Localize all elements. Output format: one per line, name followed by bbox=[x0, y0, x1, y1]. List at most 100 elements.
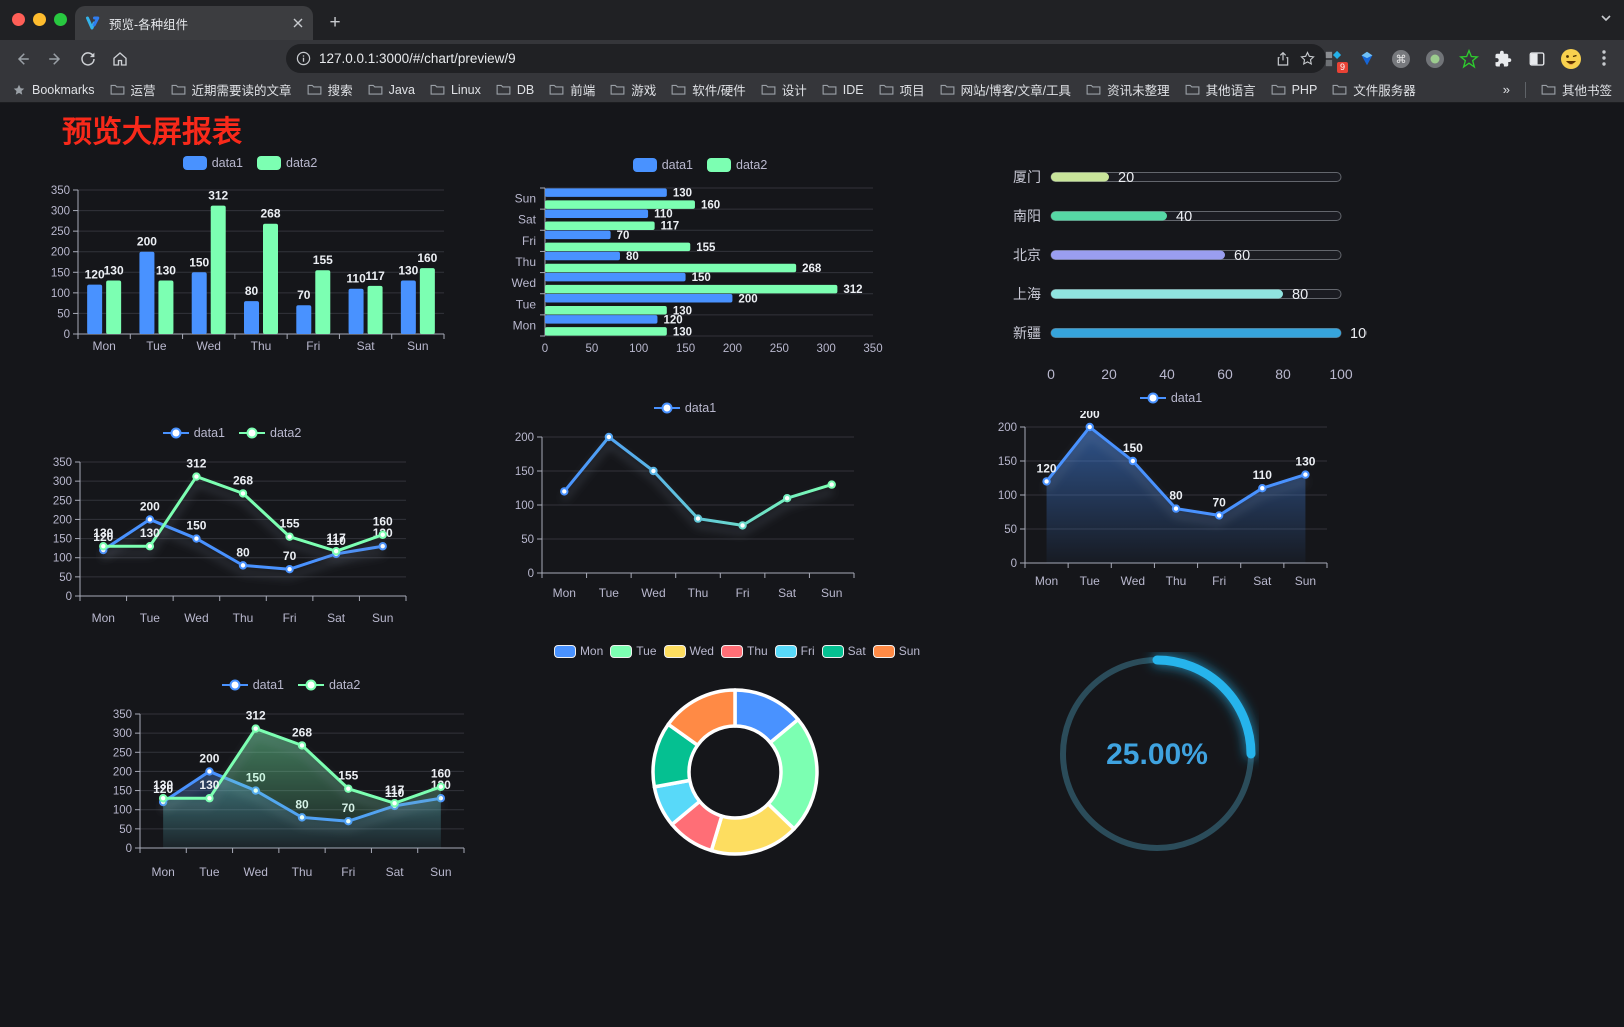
extension-record-icon[interactable] bbox=[1424, 48, 1446, 70]
bookmark-folder-item[interactable]: 网站/博客/文章/工具 bbox=[940, 80, 1071, 99]
svg-text:100: 100 bbox=[51, 288, 70, 300]
other-bookmarks-label: 其他书签 bbox=[1561, 84, 1612, 98]
chart-legend: data1 data2 bbox=[42, 420, 422, 446]
command-circle-icon: ⌘ bbox=[1392, 49, 1410, 68]
svg-text:0: 0 bbox=[66, 591, 72, 603]
bookmark-folder-item[interactable]: Java bbox=[368, 80, 415, 99]
bookmark-folder-item[interactable]: 资讯未整理 bbox=[1086, 80, 1170, 99]
legend-item-Sun[interactable]: Sun bbox=[872, 644, 920, 658]
share-icon[interactable] bbox=[1275, 51, 1291, 67]
close-window-button[interactable] bbox=[12, 13, 25, 26]
new-tab-button[interactable]: + bbox=[329, 12, 341, 33]
back-button[interactable] bbox=[10, 47, 34, 71]
side-panel-button[interactable] bbox=[1526, 48, 1548, 70]
bookmark-folder-item[interactable]: 项目 bbox=[879, 80, 925, 99]
legend-swatch bbox=[257, 156, 281, 170]
bookmark-folder-item[interactable]: 游戏 bbox=[610, 80, 656, 99]
reload-button[interactable] bbox=[76, 47, 100, 71]
svg-text:Tue: Tue bbox=[1080, 574, 1101, 588]
svg-text:100: 100 bbox=[1329, 366, 1353, 382]
bookmark-folder-item[interactable]: 前端 bbox=[549, 80, 595, 99]
legend-item-data1[interactable]: data1 bbox=[1139, 391, 1202, 405]
extensions-puzzle-button[interactable] bbox=[1492, 48, 1514, 70]
legend-item-data2[interactable]: data2 bbox=[239, 426, 301, 440]
bookmark-folder-item[interactable]: 其他语言 bbox=[1185, 80, 1256, 99]
svg-text:200: 200 bbox=[998, 422, 1017, 434]
bookmark-folder-item[interactable]: DB bbox=[496, 80, 534, 99]
legend-item-Tue[interactable]: Tue bbox=[610, 644, 657, 658]
svg-text:Wed: Wed bbox=[641, 586, 665, 600]
profile-avatar[interactable] bbox=[1560, 48, 1582, 70]
svg-text:Sun: Sun bbox=[1295, 574, 1316, 588]
bookmark-folder-item[interactable]: IDE bbox=[822, 80, 864, 99]
svg-text:150: 150 bbox=[676, 343, 695, 355]
bookmark-folder-item[interactable]: 近期需要读的文章 bbox=[171, 80, 292, 99]
svg-text:200: 200 bbox=[723, 343, 742, 355]
extension-command-icon[interactable]: ⌘ bbox=[1390, 48, 1412, 70]
bookmark-folder-item[interactable]: 搜索 bbox=[307, 80, 353, 99]
extension-gem-icon[interactable] bbox=[1356, 48, 1378, 70]
svg-text:312: 312 bbox=[843, 284, 862, 296]
browser-tab[interactable]: 预览-各种组件 bbox=[75, 6, 313, 40]
bookmarks-root-label: Bookmarks bbox=[32, 82, 95, 97]
svg-text:100: 100 bbox=[515, 500, 534, 512]
legend-item-Wed[interactable]: Wed bbox=[663, 644, 714, 658]
gauge-chart-panel: 25.00% bbox=[1057, 652, 1259, 858]
svg-text:312: 312 bbox=[208, 189, 228, 203]
folder-icon bbox=[610, 84, 625, 95]
bookmark-folder-item[interactable]: 运营 bbox=[110, 80, 156, 99]
legend-item-data1[interactable]: data1 bbox=[632, 158, 693, 172]
maximize-window-button[interactable] bbox=[54, 13, 67, 26]
legend-item-data2[interactable]: data2 bbox=[298, 678, 360, 692]
address-bar[interactable]: 127.0.0.1:3000/#/chart/preview/9 bbox=[286, 44, 1326, 73]
gauge-value-label: 25.00% bbox=[1106, 738, 1208, 771]
bookmark-folder-item[interactable]: 文件服务器 bbox=[1332, 80, 1416, 99]
bar-chart-canvas: 0 50 100 150 200 250 300 350 Mon Tue Wed Thu Fri Sat S… bbox=[51, 185, 445, 353]
legend-line-icon bbox=[653, 402, 680, 414]
legend-item-Mon[interactable]: Mon bbox=[553, 644, 603, 658]
tab-search-chevron-icon[interactable] bbox=[1600, 12, 1612, 24]
legend-item-data1[interactable]: data1 bbox=[221, 678, 284, 692]
legend-label: data2 bbox=[736, 158, 768, 172]
svg-text:Fri: Fri bbox=[283, 611, 297, 625]
bookmark-star-icon[interactable] bbox=[1299, 50, 1316, 67]
bookmarks-overflow-chevron[interactable]: » bbox=[1502, 82, 1510, 97]
bookmarks-list: 运营 近期需要读的文章 搜索 Java Linux DB 前端 游戏 软件/硬件 设计 IDE 项目 网… bbox=[110, 80, 1416, 99]
legend-line-icon bbox=[1139, 392, 1166, 404]
home-button[interactable] bbox=[108, 47, 132, 71]
bookmark-folder-item[interactable]: 设计 bbox=[761, 80, 807, 99]
svg-text:200: 200 bbox=[140, 499, 160, 513]
svg-text:60: 60 bbox=[1234, 248, 1250, 264]
svg-text:350: 350 bbox=[53, 457, 72, 469]
legend-item-data2[interactable]: data2 bbox=[257, 156, 317, 170]
area-chart-canvas: 0 50 100 150 200 250 300 350 Mon Tue Wed Thu Fri Sat S… bbox=[113, 709, 465, 879]
forward-button[interactable] bbox=[44, 47, 68, 71]
bookmark-folder-label: IDE bbox=[842, 82, 864, 97]
site-info-icon[interactable] bbox=[296, 51, 311, 66]
svg-text:Tue: Tue bbox=[199, 865, 220, 879]
extension-grid-icon[interactable]: 9 bbox=[1322, 48, 1348, 73]
bookmarks-root[interactable]: Bookmarks bbox=[12, 83, 95, 97]
legend-item-Thu[interactable]: Thu bbox=[720, 644, 768, 658]
svg-text:40: 40 bbox=[1176, 209, 1192, 225]
bookmark-folder-item[interactable]: 软件/硬件 bbox=[671, 80, 746, 99]
legend-item-Sat[interactable]: Sat bbox=[821, 644, 866, 658]
svg-text:150: 150 bbox=[53, 534, 72, 546]
bookmark-folder-item[interactable]: Linux bbox=[430, 80, 481, 99]
chart-legend: data1 bbox=[498, 395, 872, 421]
extension-star-icon[interactable] bbox=[1458, 48, 1480, 70]
bookmark-folder-item[interactable]: PHP bbox=[1271, 80, 1317, 99]
legend-item-Fri[interactable]: Fri bbox=[774, 644, 815, 658]
url-text[interactable]: 127.0.0.1:3000/#/chart/preview/9 bbox=[319, 51, 516, 66]
minimize-window-button[interactable] bbox=[33, 13, 46, 26]
svg-text:268: 268 bbox=[260, 207, 280, 221]
legend-item-data2[interactable]: data2 bbox=[707, 158, 767, 172]
legend-item-data1[interactable]: data1 bbox=[162, 426, 225, 440]
other-bookmarks[interactable]: 其他书签 bbox=[1541, 80, 1612, 99]
green-star-icon bbox=[1459, 48, 1479, 69]
browser-menu-button[interactable] bbox=[1596, 48, 1612, 68]
tab-close-icon[interactable] bbox=[293, 18, 303, 28]
legend-item-data1[interactable]: data1 bbox=[182, 156, 243, 170]
legend-item-data1[interactable]: data1 bbox=[653, 401, 716, 415]
